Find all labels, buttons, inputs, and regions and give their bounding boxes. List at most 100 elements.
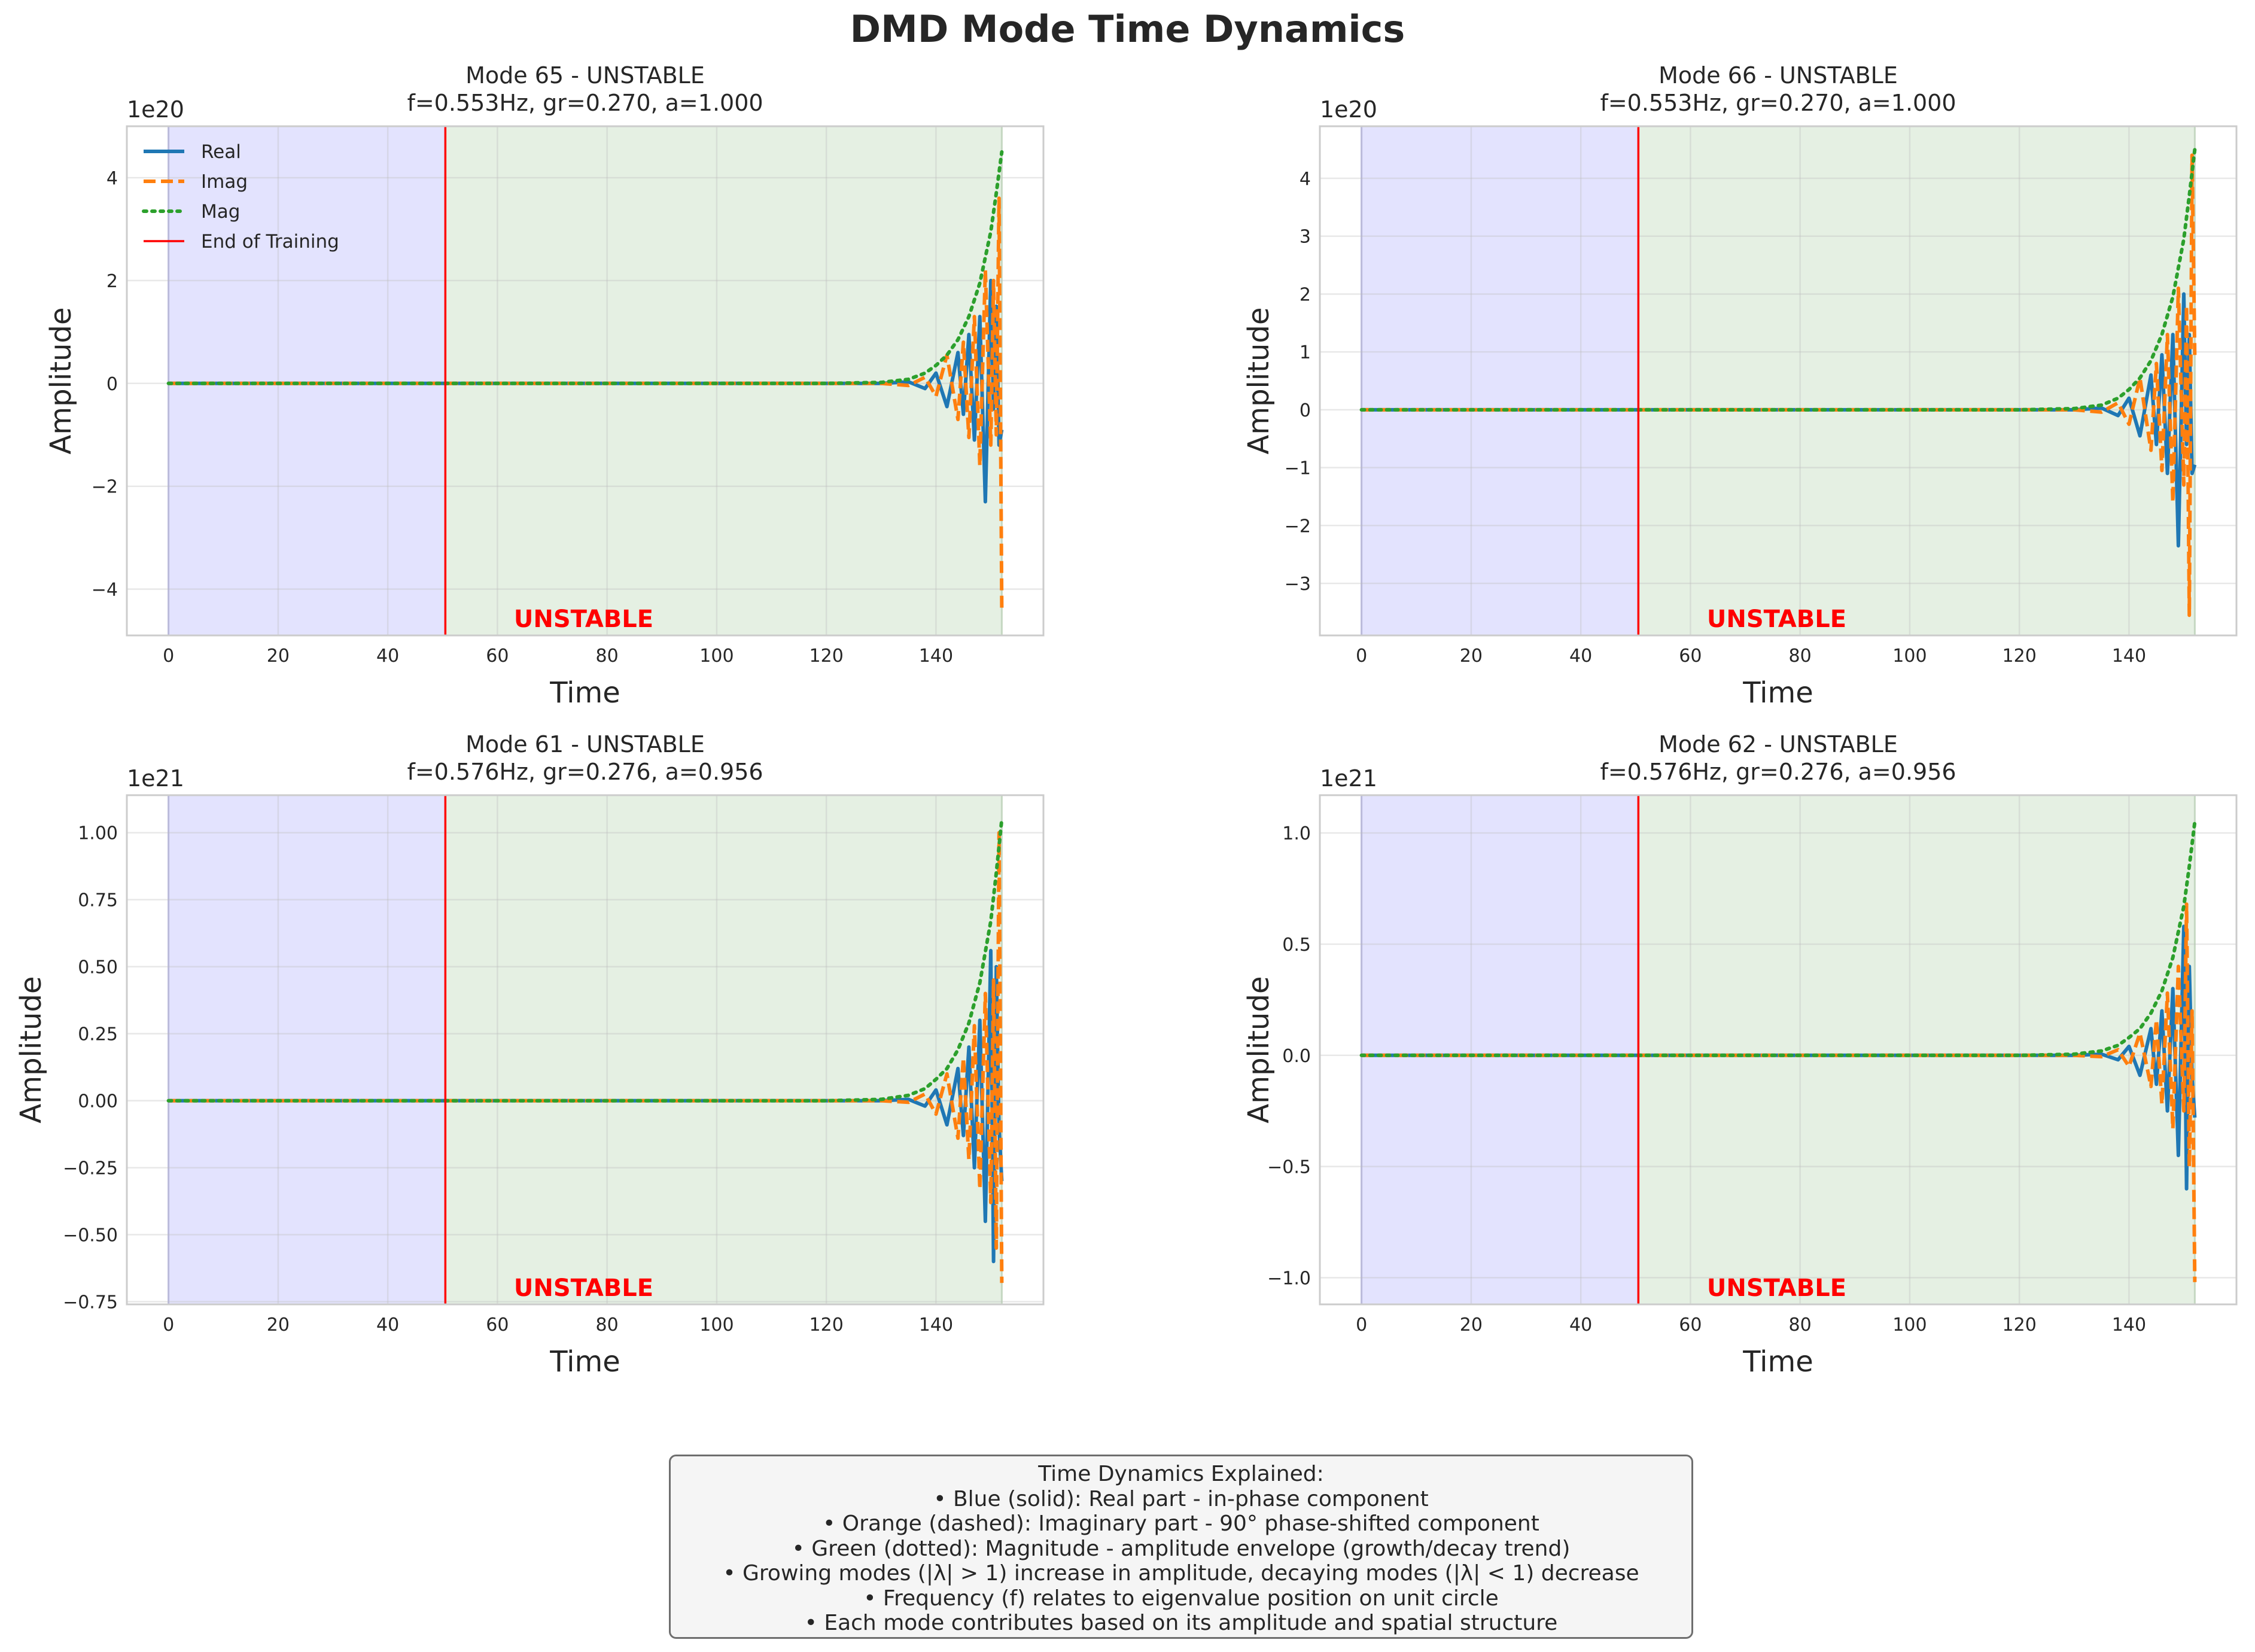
plot-frame	[1319, 125, 2238, 637]
x-tick-label: 40	[1569, 1315, 1592, 1335]
status-annotation: UNSTABLE	[514, 1274, 653, 1302]
series-line-imag	[168, 830, 1004, 1283]
subplot-3: 0 20 40 60 80 100 120 140 −0.75 −0.50 −0.25 0.00 0.2…	[14, 731, 1045, 1379]
x-tick-label: 100	[699, 646, 734, 667]
subplot-subtitle: f=0.576Hz, gr=0.276, a=0.956	[1600, 759, 1956, 785]
x-tick-label: 140	[919, 646, 953, 667]
explanation-box: Time Dynamics Explained: • Blue (solid):…	[669, 1455, 1693, 1639]
y-tick-label: −1.0	[1267, 1268, 1311, 1289]
legend-label: Mag	[201, 201, 240, 223]
training-region	[168, 126, 446, 635]
y-tick-label: −4	[92, 580, 118, 601]
y-tick-label: 1.00	[78, 823, 118, 844]
y-tick-label: 1	[1300, 342, 1311, 363]
x-tick-label: 80	[596, 646, 619, 667]
y-axis-label: Amplitude	[1242, 976, 1276, 1124]
series-group	[166, 817, 1004, 1283]
subplot-subtitle: f=0.553Hz, gr=0.270, a=1.000	[407, 90, 763, 116]
y-tick-label: 0.50	[78, 957, 118, 978]
y-tick-label: 0.5	[1282, 935, 1311, 956]
explanation-line: • Growing modes (|λ| > 1) increase in am…	[723, 1561, 1639, 1586]
forecast-region	[445, 795, 1002, 1304]
subplot-title: Mode 62 - UNSTABLE	[1658, 731, 1898, 757]
y-tick-label: 4	[1300, 169, 1311, 190]
x-tick-label: 80	[1789, 1315, 1812, 1335]
y-tick-label: −0.25	[63, 1158, 118, 1179]
legend-label: Imag	[201, 171, 248, 193]
explanation-line: • Frequency (f) relates to eigenvalue po…	[863, 1586, 1499, 1611]
y-tick-label: 0.00	[78, 1091, 118, 1112]
y-tick-label: −2	[92, 477, 118, 498]
y-tick-label: 2	[106, 271, 118, 292]
y-tick-label: −0.75	[63, 1292, 118, 1313]
x-axis-label: Time	[549, 676, 620, 710]
figure-title: DMD Mode Time Dynamics	[850, 7, 1405, 51]
y-axis-label: Amplitude	[1242, 308, 1276, 455]
series-line-mag	[166, 150, 1004, 385]
x-tick-label: 140	[2112, 1315, 2146, 1335]
y-tick-label: 0.0	[1282, 1046, 1311, 1067]
x-axis-label: Time	[549, 1345, 620, 1379]
x-tick-label: 40	[376, 1315, 399, 1335]
plot-frame	[1319, 794, 2238, 1306]
explanation-line: • Green (dotted): Magnitude - amplitude …	[792, 1536, 1571, 1561]
x-tick-label: 20	[267, 1315, 290, 1335]
subplot-1: 0 20 40 60 80 100 120 140 −4 −2 0 2 4 1e20 Mode 65 - U…	[44, 62, 1045, 710]
subplot-2: 0 20 40 60 80 100 120 140 −3 −2 −1 0 1 2 3 4 1e20 Mode 66…	[1242, 62, 2238, 710]
status-annotation: UNSTABLE	[1707, 1274, 1846, 1302]
x-tick-label: 20	[1460, 646, 1483, 667]
x-tick-label: 20	[1460, 1315, 1483, 1335]
series-line-imag	[168, 196, 1004, 610]
y-tick-label: −1	[1285, 458, 1311, 479]
x-axis-label: Time	[1742, 676, 1813, 710]
x-tick-label: 100	[1892, 646, 1927, 667]
status-annotation: UNSTABLE	[1707, 606, 1846, 633]
series-line-real	[168, 278, 1004, 504]
y-tick-label: −0.5	[1267, 1157, 1311, 1178]
x-tick-label: 40	[1569, 646, 1592, 667]
x-tick-label: 80	[596, 1315, 619, 1335]
x-tick-label: 60	[1679, 1315, 1702, 1335]
plot-frame	[126, 794, 1045, 1306]
x-tick-label: 140	[2112, 646, 2146, 667]
series-line-mag	[166, 817, 1004, 1103]
x-tick-label: 40	[376, 646, 399, 667]
y-tick-label: 2	[1300, 284, 1311, 305]
series-group	[1359, 820, 2197, 1282]
series-group	[1359, 147, 2197, 617]
x-axis-label: Time	[1742, 1345, 1813, 1379]
y-tick-label: 0	[106, 374, 118, 395]
axis-offset-label: 1e21	[127, 765, 184, 792]
x-tick-label: 100	[699, 1315, 734, 1335]
y-axis-label: Amplitude	[14, 976, 48, 1124]
y-tick-label: 0.25	[78, 1024, 118, 1045]
y-tick-label: −0.50	[63, 1225, 118, 1246]
series-group	[166, 150, 1004, 610]
x-tick-label: 120	[2003, 1315, 2037, 1335]
x-tick-label: 120	[810, 1315, 844, 1335]
x-tick-label: 100	[1892, 1315, 1927, 1335]
y-tick-label: 3	[1300, 227, 1311, 248]
series-line-mag	[1359, 147, 2197, 412]
axis-offset-label: 1e20	[127, 96, 184, 123]
legend-label: End of Training	[201, 231, 339, 252]
legend: Real Imag Mag End of Training	[142, 141, 339, 252]
plot-frame	[126, 125, 1045, 637]
y-tick-label: 0	[1300, 400, 1311, 421]
y-tick-label: −2	[1285, 516, 1311, 537]
x-tick-label: 60	[486, 646, 509, 667]
x-tick-label: 60	[486, 1315, 509, 1335]
axis-offset-label: 1e21	[1320, 765, 1377, 792]
subplot-subtitle: f=0.553Hz, gr=0.270, a=1.000	[1600, 90, 1956, 116]
series-line-mag	[1359, 820, 2197, 1057]
series-line-real	[1361, 924, 2197, 1191]
x-tick-label: 0	[163, 1315, 174, 1335]
subplot-title: Mode 61 - UNSTABLE	[465, 731, 705, 757]
series-line-imag	[1361, 902, 2197, 1282]
subplot-title: Mode 65 - UNSTABLE	[465, 62, 705, 89]
x-tick-label: 0	[163, 646, 174, 667]
subplot-title: Mode 66 - UNSTABLE	[1658, 62, 1898, 89]
y-tick-label: 0.75	[78, 890, 118, 911]
explanation-line: • Orange (dashed): Imaginary part - 90° …	[823, 1511, 1539, 1536]
